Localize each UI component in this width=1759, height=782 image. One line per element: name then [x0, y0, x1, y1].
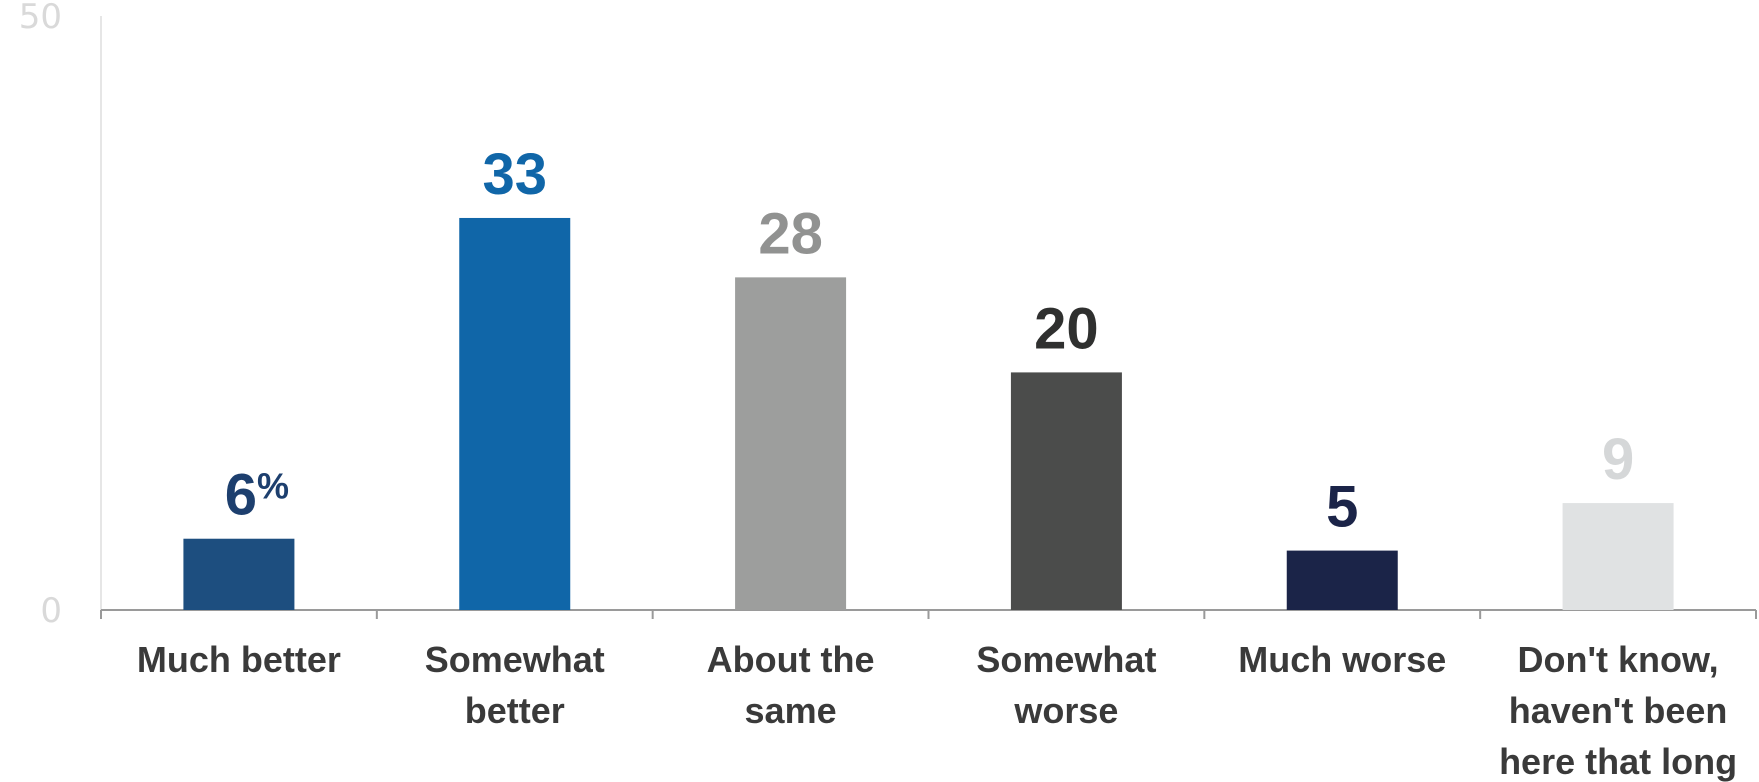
- bar: [735, 277, 847, 610]
- bar: [1286, 550, 1398, 610]
- y-tick-label: 0: [40, 591, 62, 631]
- category-label: worse: [1013, 690, 1118, 731]
- value-label: 20: [1034, 296, 1099, 361]
- bar: [1010, 372, 1122, 610]
- bar: [183, 538, 295, 610]
- value-label: 6%: [225, 463, 289, 528]
- category-label: same: [745, 690, 837, 731]
- category-label: haven't been: [1509, 690, 1728, 731]
- value-label: 5: [1326, 475, 1358, 540]
- category-label: Much better: [137, 639, 341, 680]
- bar: [459, 217, 571, 610]
- value-label: 28: [758, 201, 823, 266]
- value-labels: 6% 33 28 20 5 9: [225, 142, 1634, 540]
- category-label: Much worse: [1238, 639, 1446, 680]
- axes: 0 50: [19, 0, 1757, 631]
- category-labels: Much better Somewhat better About the same So…: [137, 639, 1737, 782]
- value-suffix: %: [257, 466, 289, 507]
- category-label: Somewhat: [425, 639, 605, 680]
- value-label: 9: [1602, 427, 1634, 492]
- y-tick-label: 50: [19, 0, 62, 37]
- category-label: About the: [707, 639, 875, 680]
- value-label: 33: [482, 142, 547, 207]
- category-label: Don't know,: [1517, 639, 1718, 680]
- bar: [1562, 503, 1674, 610]
- bars: [183, 217, 1674, 610]
- category-label: better: [465, 690, 565, 731]
- category-label: Somewhat: [976, 639, 1156, 680]
- category-label: here that long: [1499, 741, 1737, 782]
